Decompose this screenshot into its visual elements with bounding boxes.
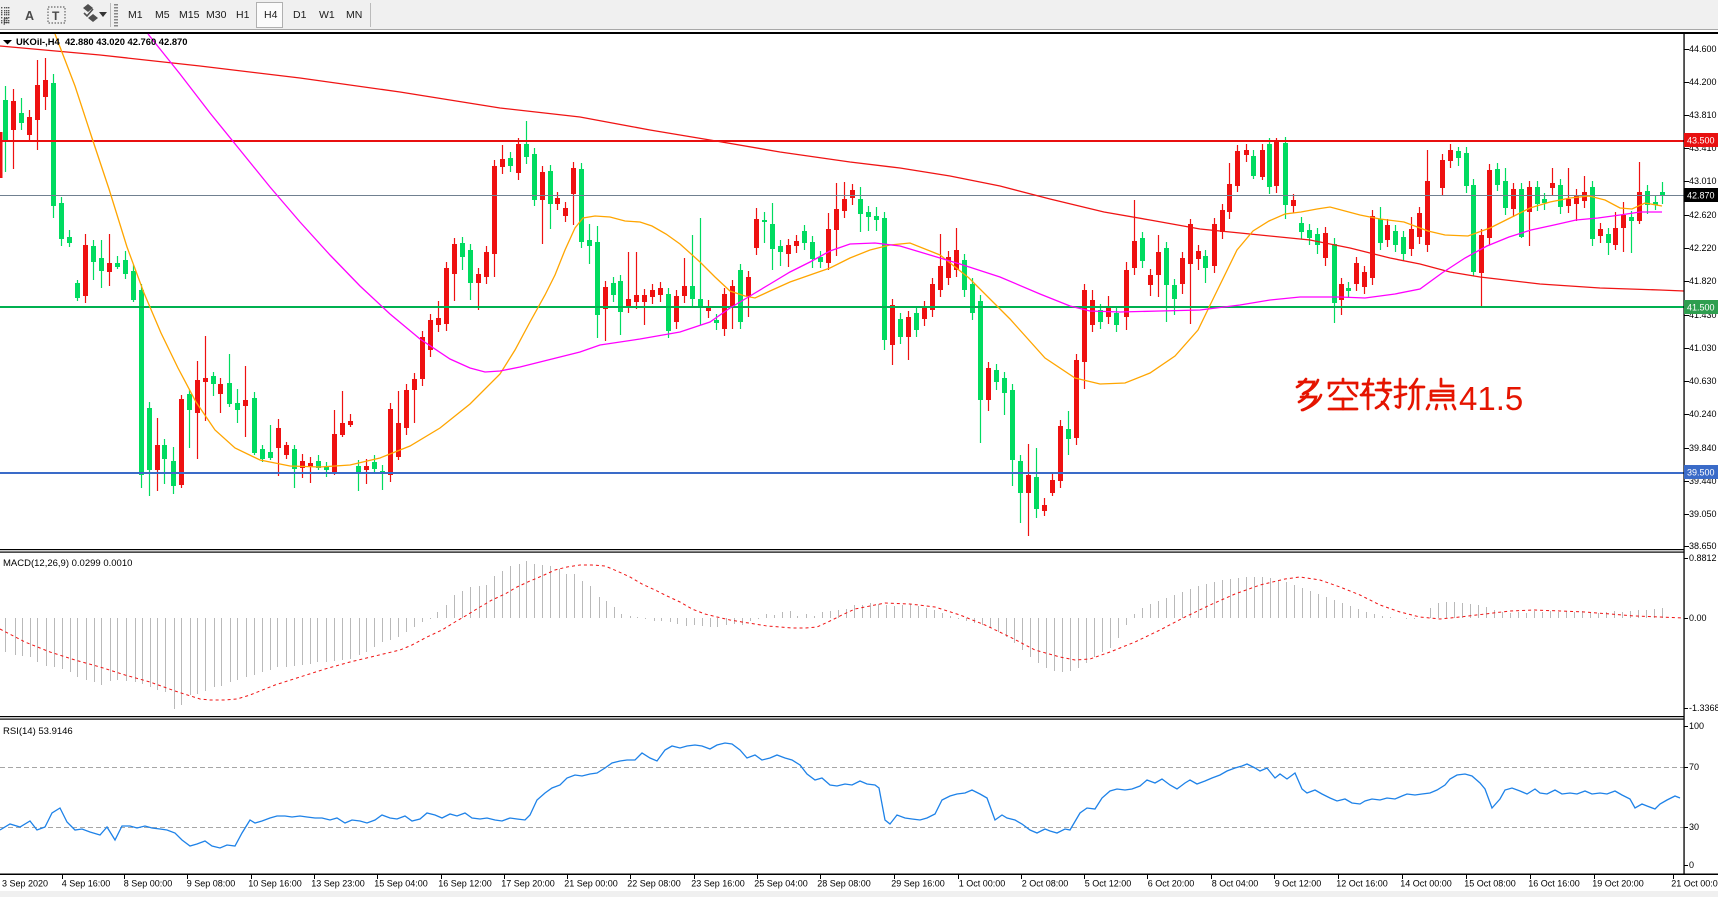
svg-text:A: A <box>25 9 34 23</box>
svg-text:25 Sep 04:00: 25 Sep 04:00 <box>754 879 808 889</box>
svg-text:RSI(14) 53.9146: RSI(14) 53.9146 <box>3 726 73 737</box>
svg-text:30: 30 <box>1689 822 1699 832</box>
svg-text:13 Sep 23:00: 13 Sep 23:00 <box>311 879 365 889</box>
svg-text:40.240: 40.240 <box>1689 409 1717 419</box>
svg-text:29 Sep 16:00: 29 Sep 16:00 <box>891 879 945 889</box>
svg-text:39.840: 39.840 <box>1689 443 1717 453</box>
svg-text:2 Oct 08:00: 2 Oct 08:00 <box>1022 879 1069 889</box>
svg-text:22 Sep 08:00: 22 Sep 08:00 <box>627 879 681 889</box>
svg-text:10 Sep 16:00: 10 Sep 16:00 <box>248 879 302 889</box>
svg-text:0.8812: 0.8812 <box>1689 553 1717 563</box>
svg-text:F: F <box>3 17 9 27</box>
svg-text:28 Sep 08:00: 28 Sep 08:00 <box>817 879 871 889</box>
svg-text:41.5: 41.5 <box>1459 380 1523 417</box>
svg-text:19 Oct 20:00: 19 Oct 20:00 <box>1592 879 1644 889</box>
svg-text:T: T <box>52 9 60 23</box>
svg-text:41.500: 41.500 <box>1687 303 1715 313</box>
svg-text:-1.3368: -1.3368 <box>1689 703 1718 713</box>
svg-text:8 Sep 00:00: 8 Sep 00:00 <box>124 879 173 889</box>
svg-text:43.410: 43.410 <box>1689 143 1717 153</box>
svg-text:14 Oct 00:00: 14 Oct 00:00 <box>1400 879 1452 889</box>
svg-text:16 Sep 12:00: 16 Sep 12:00 <box>438 879 492 889</box>
svg-text:70: 70 <box>1689 762 1699 772</box>
svg-text:0: 0 <box>1689 860 1694 870</box>
svg-text:12 Oct 16:00: 12 Oct 16:00 <box>1336 879 1388 889</box>
svg-text:5 Oct 12:00: 5 Oct 12:00 <box>1085 879 1132 889</box>
svg-text:44.600: 44.600 <box>1689 44 1717 54</box>
svg-text:9 Oct 12:00: 9 Oct 12:00 <box>1275 879 1322 889</box>
svg-text:23 Sep 16:00: 23 Sep 16:00 <box>691 879 745 889</box>
svg-text:42.620: 42.620 <box>1689 210 1717 220</box>
svg-text:21 Oct 00:00: 21 Oct 00:00 <box>1671 879 1718 889</box>
svg-text:0.00: 0.00 <box>1689 613 1707 623</box>
svg-text:UKOil-,H4 42.880 43.020 42.76: UKOil-,H4 42.880 43.020 42.760 42.870 <box>16 36 187 47</box>
svg-text:38.650: 38.650 <box>1689 541 1717 551</box>
svg-text:3 Sep 2020: 3 Sep 2020 <box>2 879 48 889</box>
svg-text:42.220: 42.220 <box>1689 243 1717 253</box>
svg-text:39.500: 39.500 <box>1687 468 1715 478</box>
svg-text:43.010: 43.010 <box>1689 176 1717 186</box>
svg-text:6 Oct 20:00: 6 Oct 20:00 <box>1148 879 1195 889</box>
svg-text:1 Oct 00:00: 1 Oct 00:00 <box>959 879 1006 889</box>
svg-text:15 Sep 04:00: 15 Sep 04:00 <box>374 879 428 889</box>
svg-text:9 Sep 08:00: 9 Sep 08:00 <box>187 879 236 889</box>
svg-text:41.030: 41.030 <box>1689 343 1717 353</box>
svg-text:39.050: 39.050 <box>1689 509 1717 519</box>
svg-text:41.820: 41.820 <box>1689 276 1717 286</box>
svg-text:43.810: 43.810 <box>1689 110 1717 120</box>
svg-text:100: 100 <box>1689 721 1704 731</box>
svg-text:44.200: 44.200 <box>1689 77 1717 87</box>
svg-text:42.870: 42.870 <box>1687 191 1715 201</box>
svg-text:15 Oct 08:00: 15 Oct 08:00 <box>1464 879 1516 889</box>
svg-text:41.430: 41.430 <box>1689 310 1717 320</box>
svg-text:8 Oct 04:00: 8 Oct 04:00 <box>1212 879 1259 889</box>
svg-text:4 Sep 16:00: 4 Sep 16:00 <box>62 879 111 889</box>
svg-text:21 Sep 00:00: 21 Sep 00:00 <box>564 879 618 889</box>
svg-text:MACD(12,26,9) 0.0299 0.0010: MACD(12,26,9) 0.0299 0.0010 <box>3 558 132 569</box>
svg-text:17 Sep 20:00: 17 Sep 20:00 <box>501 879 555 889</box>
svg-text:40.630: 40.630 <box>1689 376 1717 386</box>
svg-text:39.440: 39.440 <box>1689 476 1717 486</box>
svg-text:16 Oct 16:00: 16 Oct 16:00 <box>1528 879 1580 889</box>
svg-text:43.500: 43.500 <box>1687 136 1715 146</box>
